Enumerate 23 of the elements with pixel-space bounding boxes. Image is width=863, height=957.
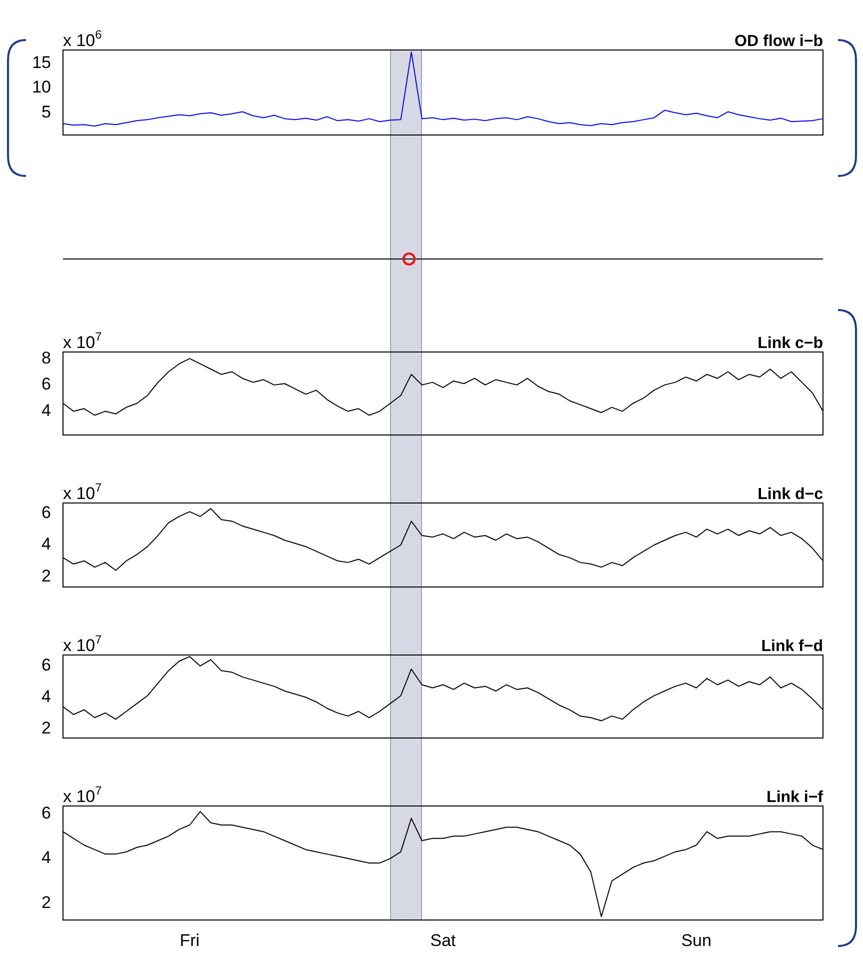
y-tick-label: 10 bbox=[32, 78, 51, 97]
chart-title: Link d−c bbox=[758, 486, 824, 503]
x-tick-label: Fri bbox=[180, 930, 200, 950]
y-tick-label: 6 bbox=[42, 804, 51, 823]
y-tick-label: 5 bbox=[42, 102, 51, 122]
chart-title: OD flow i−b bbox=[734, 33, 824, 50]
y-tick-label: 4 bbox=[42, 686, 51, 706]
x-tick-label: Sat bbox=[430, 930, 456, 950]
y-tick-label: 4 bbox=[42, 534, 51, 554]
x-tick-label: Sun bbox=[681, 930, 712, 950]
y-tick-label: 15 bbox=[32, 53, 51, 72]
chart-title: Link c−b bbox=[758, 335, 824, 352]
y-tick-label: 2 bbox=[42, 892, 51, 912]
y-tick-label: 4 bbox=[42, 848, 51, 868]
y-tick-label: 4 bbox=[42, 400, 51, 420]
y-tick-label: 2 bbox=[42, 566, 51, 586]
y-tick-label: 8 bbox=[42, 348, 51, 368]
y-tick-label: 6 bbox=[42, 502, 51, 522]
y-tick-label: 2 bbox=[42, 718, 51, 738]
chart-title: Link i−f bbox=[766, 789, 824, 806]
y-tick-label: 6 bbox=[42, 656, 51, 675]
y-tick-label: 6 bbox=[42, 374, 51, 394]
chart-title: Link f−d bbox=[761, 638, 823, 655]
